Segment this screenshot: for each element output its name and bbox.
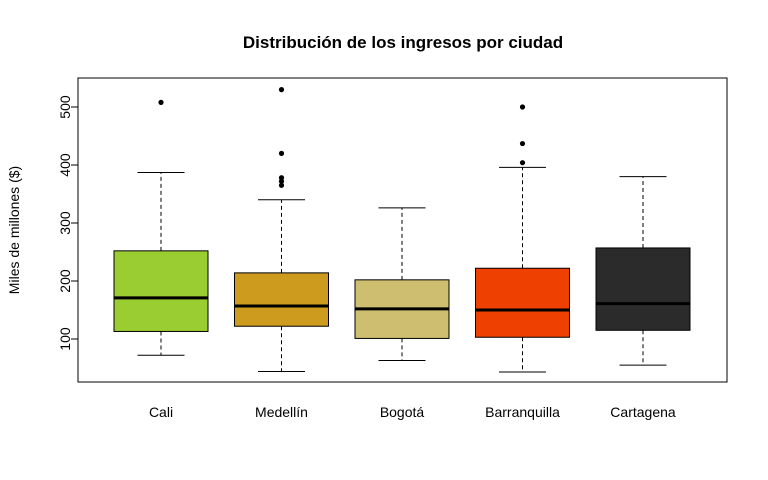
x-tick-label: Bogotá	[380, 404, 425, 420]
iqr-box	[113, 250, 209, 332]
x-tick-label: Cartagena	[610, 404, 676, 420]
outlier-point	[278, 182, 285, 188]
outlier-point	[158, 99, 164, 105]
boxes	[113, 87, 691, 373]
box-4	[475, 104, 570, 373]
x-tick-label: Cali	[149, 404, 173, 420]
y-tick-label: 200	[57, 269, 73, 293]
outlier-point	[519, 160, 526, 166]
y-axis: 100 200 300 400 500	[57, 95, 79, 351]
y-tick-label: 400	[57, 153, 73, 177]
iqr-box	[595, 247, 691, 331]
outlier-point	[519, 104, 526, 110]
outlier-point	[278, 87, 285, 93]
outlier-point	[278, 150, 285, 156]
x-tick-label: Medellín	[255, 404, 308, 420]
box-2	[234, 87, 329, 372]
box-1	[113, 99, 209, 356]
iqr-box	[475, 267, 570, 338]
outlier-point	[519, 140, 526, 147]
chart-title: Distribución de los ingresos por ciudad	[243, 33, 563, 52]
y-axis-label: Miles de millones ($)	[6, 166, 22, 294]
outlier-point	[278, 175, 285, 181]
x-axis: Cali Medellín Bogotá Barranquilla Cartagena	[149, 404, 676, 420]
box-5	[595, 176, 691, 366]
y-tick-label: 300	[57, 211, 73, 235]
x-tick-label: Barranquilla	[485, 404, 560, 420]
box-3	[354, 207, 450, 361]
y-tick-label: 100	[57, 327, 73, 351]
y-tick-label: 500	[57, 95, 73, 119]
iqr-box	[234, 272, 329, 327]
